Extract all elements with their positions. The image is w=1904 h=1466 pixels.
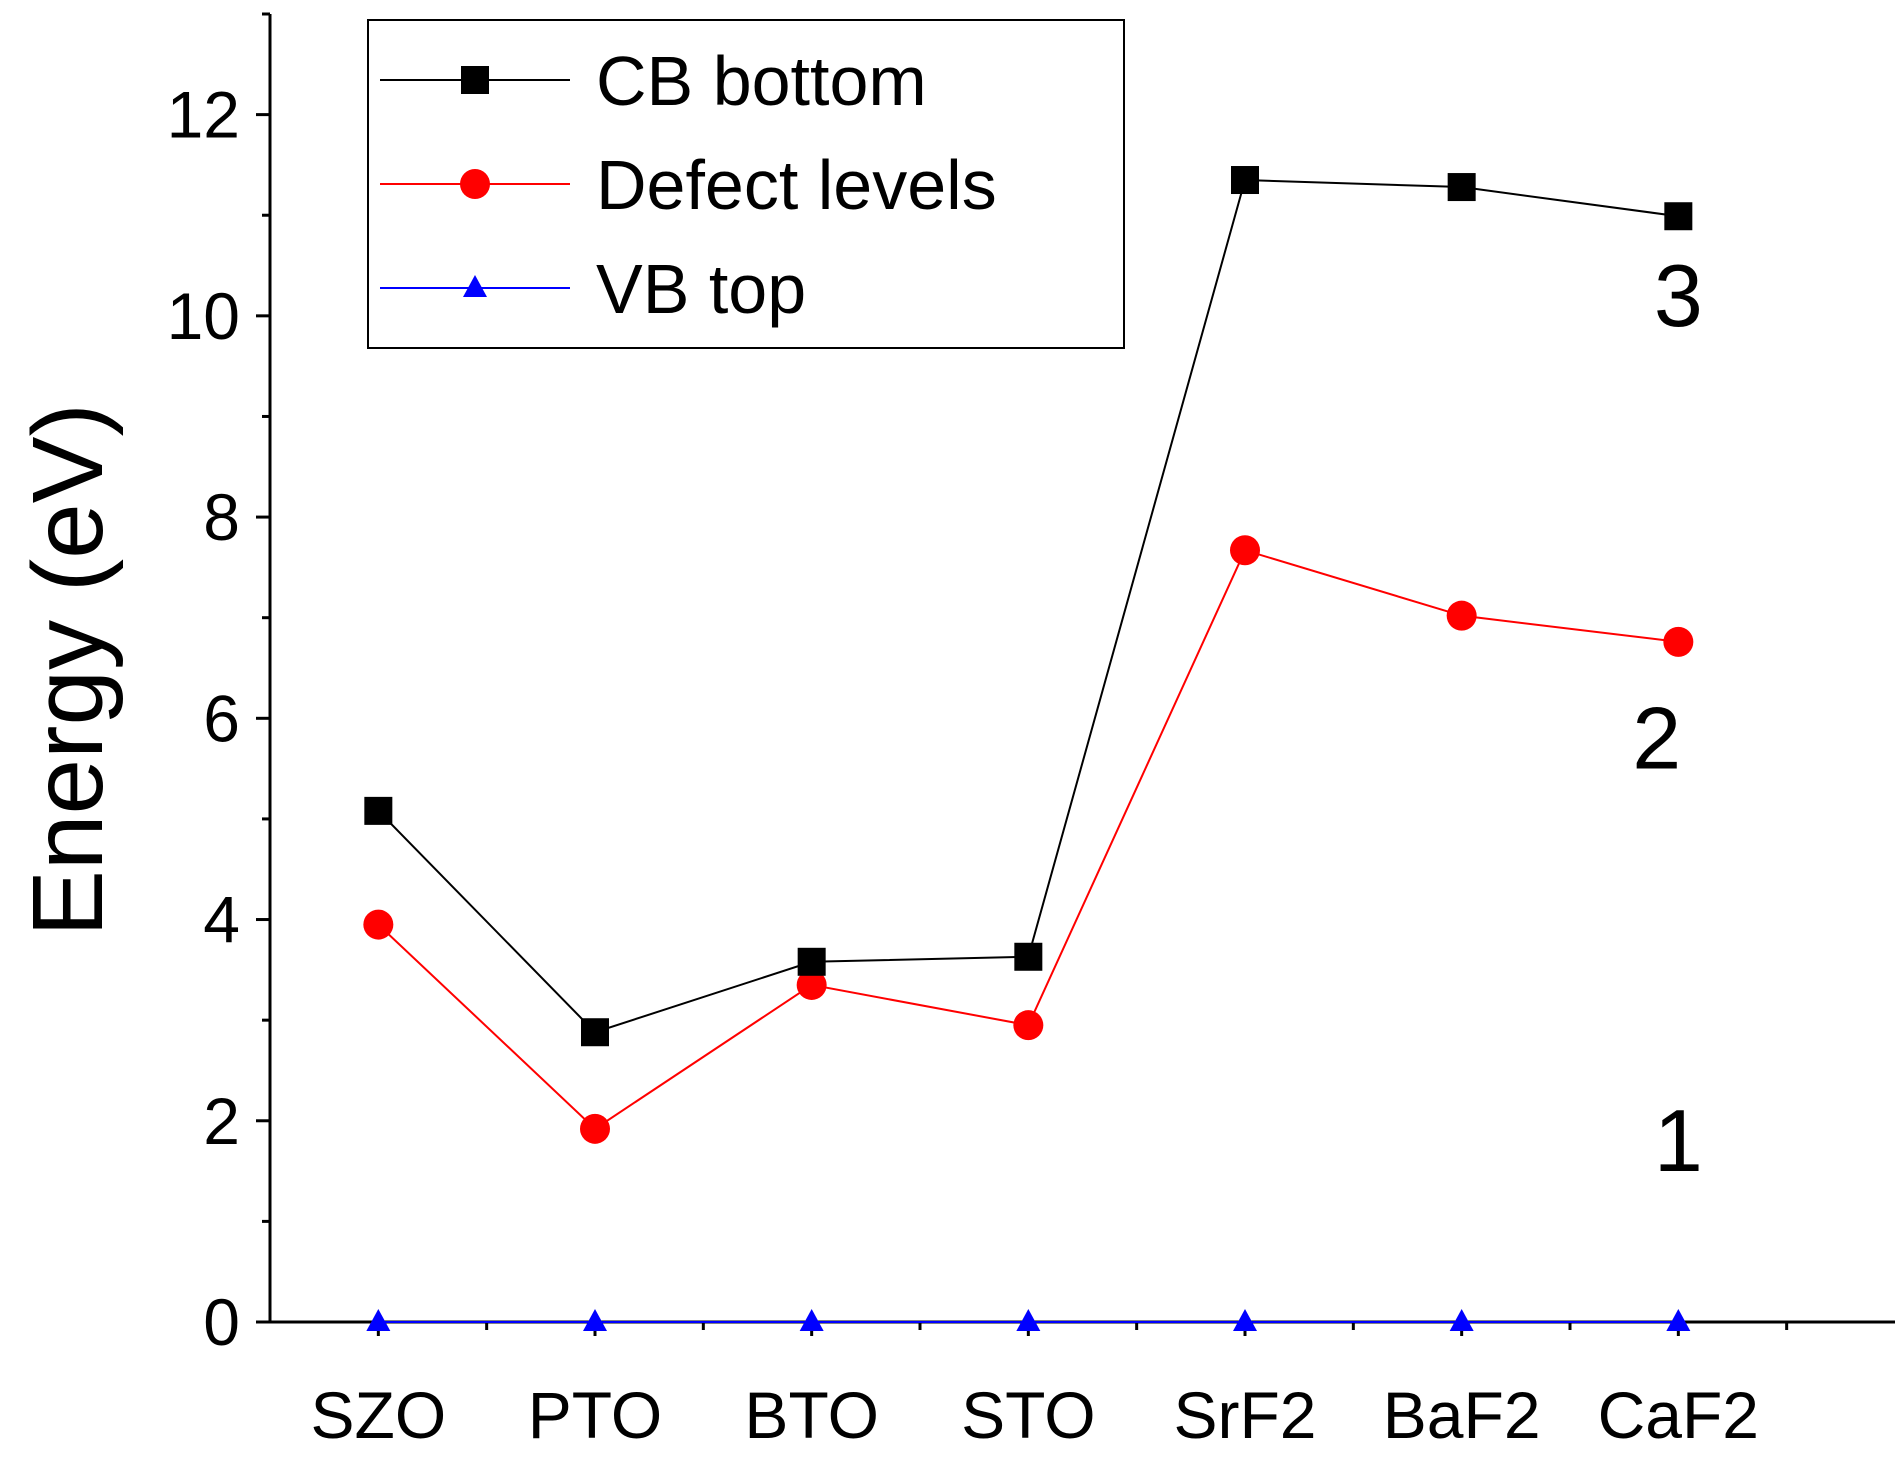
data-point: [1231, 166, 1259, 195]
data-point: [583, 1309, 607, 1331]
data-point: [580, 1113, 610, 1144]
legend-box: [367, 19, 1125, 349]
data-point: [799, 1309, 824, 1331]
data-point: [366, 1309, 391, 1331]
y-tick-label: 12: [167, 78, 240, 152]
data-point: [1446, 600, 1477, 631]
legend-marker: [463, 275, 487, 297]
data-point: [1664, 202, 1693, 231]
data-point: [1230, 535, 1260, 566]
data-point: [363, 909, 394, 940]
x-category-label: PTO: [528, 1378, 662, 1452]
region-annotation: 3: [1654, 246, 1703, 345]
legend-label: Defect levels: [596, 146, 997, 224]
legend: CB bottom Defect levels VB top: [367, 19, 1125, 349]
y-axis-label: Energy (eV): [12, 403, 124, 937]
y-tick-label: 10: [167, 279, 240, 353]
y-tick-label: 4: [203, 883, 240, 957]
data-point: [1663, 626, 1694, 657]
region-annotation: 2: [1632, 689, 1681, 788]
legend-marker: [460, 169, 490, 199]
x-category-label: BaF2: [1383, 1378, 1541, 1452]
legend-label: VB top: [596, 250, 806, 328]
data-point: [796, 969, 827, 1000]
data-point: [1233, 1309, 1257, 1331]
data-point: [1666, 1309, 1691, 1331]
x-category-label: STO: [961, 1378, 1095, 1452]
legend-marker: [461, 66, 489, 94]
data-point: [797, 947, 826, 976]
x-category-label: BTO: [744, 1378, 878, 1452]
series-line-1: [377, 549, 1679, 1131]
y-tick-label: 2: [203, 1084, 240, 1158]
x-category-label: CaF2: [1598, 1378, 1759, 1452]
region-annotation: 1: [1654, 1091, 1703, 1190]
plot-area: 0 2 4 6 8 10 12 SZO PTO BTO STO SrF2 BaF2 CaF2 3 2 1 CB b…: [167, 12, 1895, 1452]
data-point: [1014, 942, 1043, 971]
y-tick-label: 6: [203, 681, 240, 755]
data-point: [364, 796, 393, 825]
data-point: [1016, 1309, 1041, 1331]
y-tick-label: 0: [203, 1285, 240, 1359]
y-tick-label: 8: [203, 480, 240, 554]
data-point: [1013, 1010, 1044, 1041]
x-category-label: SrF2: [1173, 1378, 1316, 1452]
legend-label: CB bottom: [596, 42, 927, 120]
data-point: [1447, 173, 1476, 202]
data-point: [581, 1018, 609, 1047]
x-category-label: SZO: [310, 1378, 446, 1452]
data-point: [1449, 1309, 1474, 1331]
